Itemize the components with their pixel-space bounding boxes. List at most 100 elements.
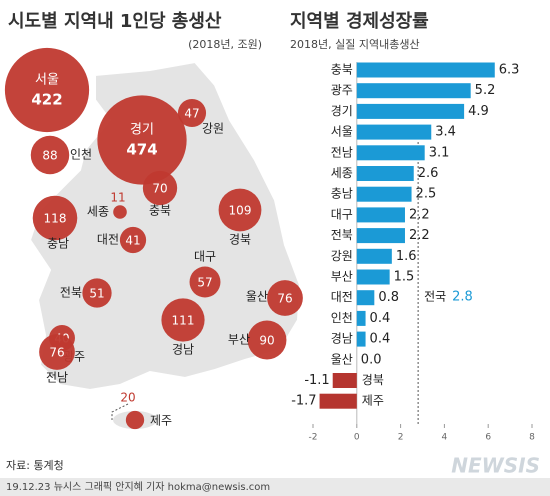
region-label: 세종 [87,205,109,219]
korea-map [28,60,302,392]
bar [356,186,412,202]
category-label: 제주 [362,394,384,408]
value-label: 2.2 [409,228,430,243]
region-label: 경남 [172,343,194,357]
value-label: 0.4 [370,311,391,326]
bar [356,83,471,99]
region-label: 부산 [228,333,250,347]
x-tick-label: -2 [309,433,318,443]
bar [332,373,357,388]
value-label: 0.4 [370,332,391,347]
category-label: 광주 [331,83,353,97]
bar [356,145,425,161]
value-label: 41 [125,234,140,248]
value-label: 0.8 [378,290,399,305]
region-label: 경기 [130,123,154,138]
value-label: 20 [120,391,135,405]
source: 자료: 통계청 [6,459,64,472]
bar [356,103,465,119]
bubble [142,170,178,206]
bubble [113,205,127,219]
credit: 19.12.23 뉴시스 그래픽 안지혜 기자 hokma@newsis.com [6,481,270,493]
value-label: -1.1 [304,373,329,388]
reference-value: 2.8 [452,290,473,305]
value-label: 118 [44,212,67,226]
region-label: 전남 [46,371,68,385]
bar [356,290,375,306]
bubble [247,320,287,360]
category-label: 전남 [331,145,353,159]
bubble [125,410,145,430]
bar [356,62,495,78]
region-label: 경북 [229,233,251,247]
value-label: 47 [184,107,199,121]
bar [356,207,405,223]
region-label: 전북 [60,286,82,300]
category-label: 서울 [331,125,353,139]
logo: NEWSIS [451,454,540,478]
region-label: 충남 [47,237,69,251]
bar [356,269,390,285]
value-label: 5.2 [475,83,496,98]
x-tick-label: 6 [485,433,491,443]
value-label: 88 [42,149,57,163]
region-label: 울산 [246,290,268,304]
value-label: 6.3 [499,63,520,78]
category-label: 울산 [331,352,353,366]
value-label: 2.6 [418,166,439,181]
bubble [218,188,262,232]
value-label: 70 [152,182,167,196]
region-label: 충북 [149,204,171,218]
bar [319,393,357,409]
bubble [39,334,75,370]
value-label: 1.6 [396,249,417,264]
value-label: 474 [126,141,157,159]
value-label: 3.4 [435,125,456,140]
value-label: 111 [172,314,195,328]
bar-subtitle: 2018년, 실질 지역내총생산 [290,38,420,51]
value-label: 76 [49,346,64,360]
value-label: 57 [197,276,212,290]
category-label: 대구 [331,207,353,221]
category-label: 세종 [331,166,353,180]
bubble [82,278,112,308]
x-tick-label: 8 [529,433,535,443]
bar [356,310,366,326]
category-label: 충남 [331,187,353,201]
bubble [32,195,78,241]
value-label: 422 [31,91,62,109]
value-label: 2.5 [416,187,437,202]
region-label: 강원 [202,122,224,136]
category-label: 인천 [331,310,353,325]
bar [356,331,366,347]
value-label: 90 [259,334,274,348]
region-label: 대구 [194,250,216,264]
value-label: 4.9 [468,104,489,119]
category-label: 부산 [331,270,353,284]
category-label: 경북 [362,373,384,387]
x-tick-label: 0 [354,433,360,443]
category-label: 강원 [331,249,353,263]
region-label: 제주 [150,414,172,428]
bubble [189,266,221,298]
category-label: 경기 [331,104,353,118]
value-label: 3.1 [429,145,450,160]
bubble [267,280,303,316]
value-label: 76 [277,292,292,306]
bubble [119,226,147,254]
category-label: 충북 [331,63,353,77]
bar [356,248,392,264]
leader-line [111,403,129,420]
map-title: 시도별 지역내 1인당 총생산 [8,11,222,32]
bar [356,124,432,140]
reference-label: 전국 [424,290,446,304]
bubble [177,98,207,128]
bubble [4,47,90,133]
bar [356,228,405,244]
value-label: 0.0 [361,352,382,367]
value-label: 1.5 [394,270,415,285]
value-label: 11 [110,191,125,205]
category-label: 전북 [331,228,353,242]
value-label: 2.2 [409,207,430,222]
